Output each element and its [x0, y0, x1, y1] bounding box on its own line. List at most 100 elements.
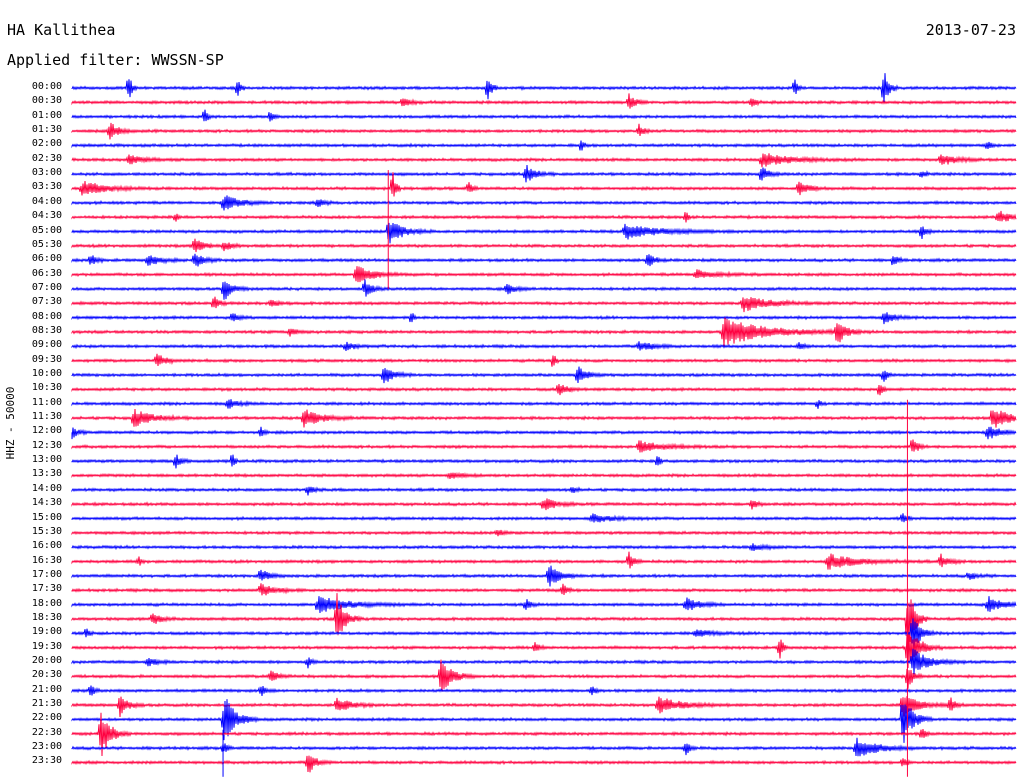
trace-line	[71, 317, 1017, 347]
trace-line	[71, 399, 1017, 409]
time-label: 05:00	[31, 224, 62, 236]
filter-label: Applied filter: WWSSN-SP	[7, 51, 224, 69]
trace-line	[71, 696, 1017, 718]
trace-line	[71, 238, 1017, 253]
time-label: 03:00	[31, 167, 62, 179]
time-label: 16:00	[31, 540, 62, 552]
time-label: 21:00	[31, 683, 62, 695]
time-label: 06:30	[31, 267, 62, 279]
time-label: 14:30	[31, 497, 62, 509]
trace-line	[71, 513, 1017, 523]
time-label: 09:00	[31, 339, 62, 351]
time-label: 04:30	[31, 210, 62, 222]
time-label: 00:00	[31, 81, 62, 92]
trace-line	[71, 471, 1017, 480]
time-label: 08:00	[31, 310, 62, 322]
trace-line	[71, 279, 1017, 300]
time-label: 12:30	[31, 439, 62, 451]
time-label: 01:30	[31, 124, 62, 136]
trace-line	[71, 659, 1017, 693]
trace-line	[71, 498, 1017, 511]
trace-line	[71, 222, 1017, 244]
time-label: 03:30	[31, 181, 62, 193]
time-label: 02:00	[31, 138, 62, 150]
date-label: 2013-07-23	[925, 21, 1016, 39]
time-label: 06:00	[31, 253, 62, 265]
time-label: 04:00	[31, 195, 62, 207]
trace-line	[71, 172, 1017, 197]
time-label: 13:00	[31, 454, 62, 466]
trace-line	[71, 699, 1017, 743]
trace-line	[71, 296, 1017, 313]
time-label: 16:30	[31, 554, 62, 566]
time-label: 10:00	[31, 368, 62, 379]
trace-line	[71, 426, 1017, 440]
trace-line	[71, 195, 1017, 211]
trace-line	[71, 164, 1017, 183]
trace-line	[71, 583, 1017, 596]
trace-line	[71, 366, 1017, 384]
time-label: 11:30	[31, 411, 62, 423]
time-label: 08:30	[31, 324, 62, 336]
trace-line	[71, 253, 1017, 267]
trace-line	[71, 109, 1017, 122]
trace-line	[71, 685, 1017, 696]
trace-line	[71, 454, 1017, 469]
time-label: 22:30	[31, 726, 62, 738]
trace-line	[71, 408, 1017, 428]
time-label: 23:00	[31, 741, 62, 753]
time-label: 21:30	[31, 698, 62, 710]
trace-line	[71, 122, 1017, 140]
trace-line	[71, 73, 1017, 103]
trace-line	[71, 551, 1017, 570]
trace-line	[71, 712, 1017, 757]
time-label: 17:30	[31, 583, 62, 595]
time-label: 18:30	[31, 611, 62, 623]
time-label: 18:00	[31, 597, 62, 609]
trace-line	[71, 648, 1017, 675]
trace-line	[71, 312, 1017, 325]
time-label: 19:00	[31, 626, 62, 638]
time-label: 12:00	[31, 425, 62, 437]
trace-line	[71, 439, 1017, 453]
trace-line	[71, 153, 1017, 168]
trace-line	[71, 93, 1017, 109]
trace-line	[71, 383, 1017, 396]
trace-line	[71, 596, 1017, 614]
trace-line	[71, 737, 1017, 757]
time-label: 07:00	[31, 281, 62, 293]
time-label: 02:30	[31, 152, 62, 164]
trace-line	[71, 593, 1017, 653]
time-label: 20:30	[31, 669, 62, 681]
trace-line	[71, 210, 1017, 223]
time-label: 15:30	[31, 525, 62, 537]
time-label: 14:00	[31, 482, 62, 494]
trace-line	[71, 565, 1017, 587]
trace-line	[71, 755, 1017, 773]
trace-line	[71, 543, 1017, 552]
time-label: 19:30	[31, 640, 62, 652]
time-label: 22:00	[31, 712, 62, 724]
trace-line	[71, 140, 1017, 151]
trace-line	[71, 341, 1017, 351]
trace-line	[71, 266, 1017, 283]
trace-line	[71, 353, 1017, 367]
time-label: 05:30	[31, 238, 62, 250]
time-label: 23:30	[31, 755, 62, 767]
time-label: 01:00	[31, 109, 62, 121]
time-label: 09:30	[31, 353, 62, 365]
time-label: 13:30	[31, 468, 62, 480]
time-label: 07:30	[31, 296, 62, 308]
station-title: HA Kallithea	[7, 21, 116, 39]
trace-line	[71, 618, 1017, 649]
time-label: 10:30	[31, 382, 62, 394]
trace-line	[71, 529, 1017, 537]
time-label: 15:00	[31, 511, 62, 523]
trace-line	[71, 486, 1017, 496]
time-label: 00:30	[31, 95, 62, 107]
time-label: 11:00	[31, 396, 62, 408]
time-label: 20:00	[31, 655, 62, 666]
trace-line	[71, 633, 1017, 669]
time-label: 17:00	[31, 568, 62, 580]
